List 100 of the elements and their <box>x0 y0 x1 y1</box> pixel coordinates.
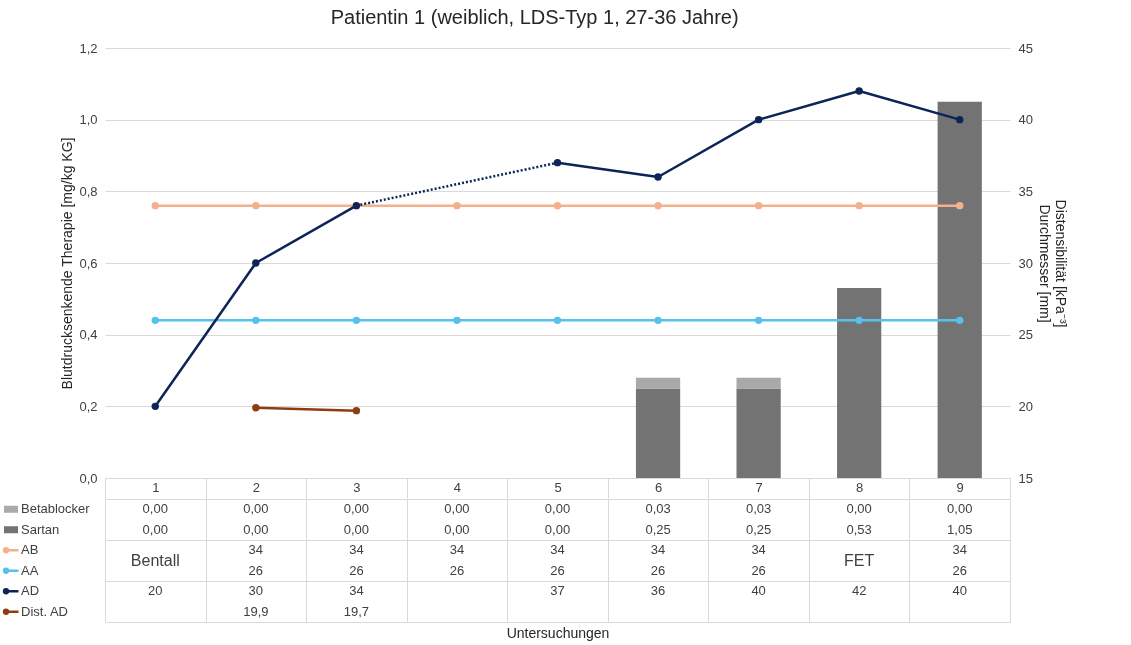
text: Untersuchungen <box>506 624 610 641</box>
data-label: 0,00 <box>947 501 973 517</box>
data-label: 34 <box>650 542 666 558</box>
data-label: 1,05 <box>947 521 973 537</box>
data-label: 0,00 <box>444 501 470 517</box>
point <box>654 173 662 181</box>
x-tick-label: 9 <box>956 479 964 495</box>
data-label: 26 <box>550 562 565 578</box>
data-label: 0,25 <box>645 521 671 537</box>
y2-tick-label: 35 <box>1018 183 1033 199</box>
data-label: 34 <box>248 542 264 558</box>
point <box>352 406 361 415</box>
x-tick-label: 8 <box>856 479 864 495</box>
data-label: 0,25 <box>745 521 772 537</box>
bar <box>736 377 781 389</box>
data-label: 26 <box>952 562 967 578</box>
data-label: 0,03 <box>645 501 671 517</box>
data-label: 0,00 <box>444 521 470 537</box>
point <box>754 316 763 325</box>
y-tick-label: 1,2 <box>79 40 98 56</box>
point <box>855 316 863 325</box>
legend-label: AA <box>21 562 39 578</box>
x-tick-label: 6 <box>654 479 663 495</box>
data-label: 42 <box>851 583 867 599</box>
y-tick-label: 0,4 <box>79 327 98 343</box>
data-label: 34 <box>449 542 465 558</box>
data-label: 40 <box>952 583 967 599</box>
data-label: 36 <box>650 583 666 599</box>
data-label: 0,00 <box>243 501 269 517</box>
x-tick-label: 3 <box>353 479 361 495</box>
point <box>956 115 964 124</box>
data-label: 26 <box>650 562 666 578</box>
data-label: 0,00 <box>142 501 168 517</box>
bar <box>635 377 681 389</box>
point <box>453 201 461 210</box>
y2-tick-label: 30 <box>1018 255 1033 271</box>
data-label: 34 <box>550 542 565 558</box>
y-tick-label: 1,0 <box>79 112 98 128</box>
x-tick-label: 2 <box>252 479 260 495</box>
point <box>553 158 562 167</box>
data-label: 26 <box>248 562 264 578</box>
point <box>754 115 763 124</box>
point <box>151 316 159 325</box>
data-label: 26 <box>751 562 766 578</box>
data-label: 34 <box>349 583 364 599</box>
point <box>252 404 260 412</box>
data-label: 34 <box>349 542 364 558</box>
y-tick-label: 0,8 <box>79 183 98 199</box>
y-axis-title: Blutdrucksenkende Therapie [mg/kg KG] <box>59 137 76 390</box>
y-tick-label: 0,6 <box>79 255 98 271</box>
point <box>151 201 159 210</box>
x-tick-label: 4 <box>453 479 462 495</box>
point <box>352 316 361 325</box>
point <box>754 201 763 210</box>
data-label: 0,00 <box>343 501 370 517</box>
text: FET <box>844 551 875 569</box>
data-label: 34 <box>952 542 967 558</box>
data-label: 0,00 <box>243 521 269 537</box>
data-label: 30 <box>248 583 264 599</box>
data-label: 20 <box>148 583 163 599</box>
data-label: 26 <box>349 562 364 578</box>
x-tick-label: 7 <box>755 479 763 495</box>
point <box>654 201 662 210</box>
data-label: 0,53 <box>846 521 872 537</box>
y-tick-label: 0,0 <box>79 470 98 486</box>
data-label: 26 <box>449 562 465 578</box>
point <box>855 87 863 95</box>
point <box>654 316 662 325</box>
legend-label: Sartan <box>21 521 60 537</box>
bar <box>736 388 781 478</box>
y2-tick-label: 25 <box>1018 327 1033 343</box>
point <box>252 201 260 210</box>
point <box>453 316 461 325</box>
y2-axis-title: Distensibilität [kPa⁻³] Durchmesser [mm] <box>1036 199 1069 328</box>
chart-title: Patientin 1 (weiblich, LDS-Typ 1, 27-36 Jahre) <box>330 6 739 28</box>
x-tick-label: 5 <box>554 479 562 495</box>
bar <box>635 388 681 478</box>
y-tick-label: 0,2 <box>79 398 98 414</box>
data-label: 34 <box>751 542 766 558</box>
data-label: 0,00 <box>343 521 370 537</box>
x-tick-label: 1 <box>152 479 160 495</box>
legend-label: AB <box>21 542 39 558</box>
y2-tick-label: 20 <box>1018 398 1033 414</box>
data-label: 37 <box>550 583 565 599</box>
point <box>252 316 260 325</box>
data-label: 19,9 <box>243 603 269 619</box>
point <box>553 201 562 210</box>
point <box>151 402 159 411</box>
text: Bentall <box>130 551 180 569</box>
y2-tick-label: 45 <box>1018 40 1033 56</box>
data-label: 0,00 <box>544 521 571 537</box>
legend-label: Betablocker <box>21 501 91 517</box>
legend-label: AD <box>21 583 40 599</box>
y2-tick-label: 15 <box>1018 470 1033 486</box>
bar <box>837 288 882 478</box>
point <box>956 316 964 325</box>
data-label: 0,03 <box>745 501 772 517</box>
point <box>855 201 863 210</box>
bar <box>937 101 982 478</box>
data-label: 19,7 <box>343 603 370 619</box>
